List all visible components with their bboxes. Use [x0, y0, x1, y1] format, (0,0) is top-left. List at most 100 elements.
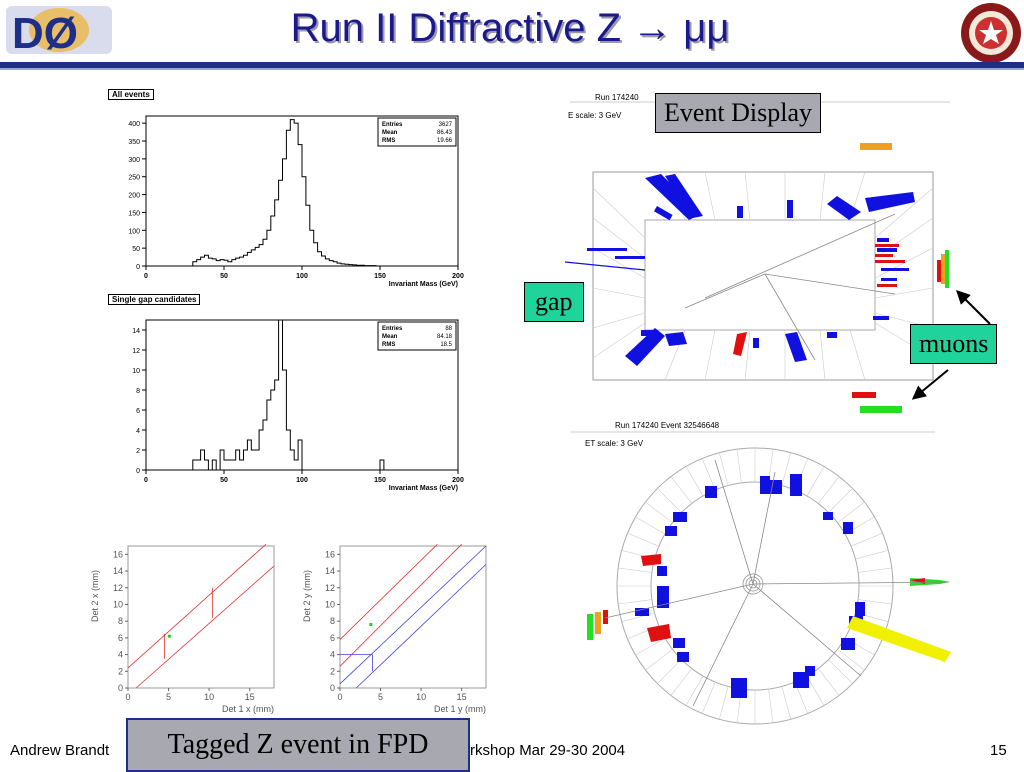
university-seal-icon: [961, 3, 1021, 63]
muon-red-chamber: [852, 392, 876, 398]
y-tick-label: 16: [113, 549, 123, 559]
inner-tracker-box: [644, 219, 876, 331]
fpd-boundary: [355, 564, 487, 689]
end-view-display: Run 174240 Event 32546648 ET scale: 3 Ge…: [570, 421, 951, 725]
stats-value: 86.43: [437, 130, 453, 136]
x-tick-label: 0: [144, 273, 148, 280]
yellow-track: [847, 616, 951, 662]
side-escale-text: E scale: 3 GeV: [568, 111, 622, 120]
fpd-boundary: [339, 544, 462, 667]
fpd-boundary: [339, 544, 438, 640]
stats-box: [377, 117, 457, 147]
y-tick-label: 2: [118, 666, 123, 676]
side-calorimeter-hits: [587, 174, 915, 366]
y-tick-label: 0: [330, 683, 335, 693]
y-tick-label: 8: [136, 388, 140, 395]
x-axis-label: Invariant Mass (GeV): [389, 485, 458, 492]
y-tick-label: 4: [330, 650, 335, 660]
y-tick-label: 14: [113, 566, 123, 576]
y-tick-label: 8: [330, 616, 335, 626]
y-tick-label: 10: [132, 368, 140, 375]
tower-divider: [618, 599, 652, 605]
x-tick-label: 15: [245, 692, 255, 702]
x-tick-label: 150: [374, 477, 386, 484]
y-tick-label: 6: [118, 633, 123, 643]
y-tick-label: 2: [136, 448, 140, 455]
page-number: 15: [990, 742, 1007, 759]
y-tick-label: 16: [325, 549, 335, 559]
calorimeter-outline: [592, 171, 934, 381]
stats-key: Entries: [382, 326, 403, 332]
tower-divider: [828, 659, 853, 684]
y-tick-label: 0: [118, 683, 123, 693]
y-tick-label: 4: [118, 650, 123, 660]
histogram-line: [192, 119, 388, 267]
stats-value: 88: [445, 326, 452, 332]
y-tick-label: 12: [113, 583, 123, 593]
end-view-blue-hits: [635, 474, 865, 698]
tower-divider: [806, 466, 825, 497]
hist-all-tag: All events: [108, 89, 154, 100]
end-run-text: Run 174240 Event 32546648: [615, 421, 720, 430]
x-axis-label: Det 1 y (mm): [434, 704, 486, 714]
fpd-hit-point: [369, 623, 373, 627]
tower-divider: [685, 466, 704, 497]
stats-key: Entries: [382, 122, 403, 128]
tower-divider: [818, 476, 840, 504]
x-axis-label: Invariant Mass (GeV): [389, 281, 458, 288]
stats-key: RMS: [382, 342, 395, 348]
x-tick-label: 100: [296, 273, 308, 280]
stats-key: RMS: [382, 138, 395, 144]
fpd-y-plot: 0 2 4 6 8 10 12 14 16 0 5 10 15 Det 1 y (mm) Det 2 y (…: [302, 544, 487, 714]
x-tick-label: 10: [204, 692, 214, 702]
end-etscale-text: ET scale: 3 GeV: [585, 439, 644, 448]
side-energy-scale-bar: [860, 143, 892, 150]
side-muon-chambers: [937, 250, 949, 288]
y-tick-label: 12: [325, 583, 335, 593]
tower-divider: [850, 532, 883, 547]
footer-event: rkshop Mar 29-30 2004: [470, 742, 626, 759]
tower-divider: [768, 689, 774, 723]
x-tick-label: 0: [337, 692, 342, 702]
muons-callout: muons: [910, 324, 998, 364]
tower-divider: [858, 599, 892, 605]
y-tick-label: 250: [128, 175, 140, 182]
y-tick-label: 300: [128, 157, 140, 164]
stats-value: 19.66: [437, 138, 453, 144]
y-axis-label: Det 2 y (mm): [302, 570, 312, 622]
fpd-frame: [127, 545, 275, 689]
fpd-hit-point: [167, 634, 171, 638]
x-tick-label: 50: [220, 477, 228, 484]
y-tick-label: 200: [128, 193, 140, 200]
event-display-callout: Event Display: [655, 93, 822, 133]
tower-divider: [645, 649, 673, 671]
tower-divider: [670, 476, 692, 504]
y-tick-label: 400: [128, 121, 140, 128]
tower-divider: [837, 649, 865, 671]
fpd-boundary: [339, 545, 487, 685]
tower-divider: [781, 452, 792, 486]
y-tick-label: 150: [128, 210, 140, 217]
fpd-x-plot: 0 2 4 6 8 10 12 14 16 0 5 10 15 Det 1 x (mm) Det 2 x (…: [90, 544, 275, 714]
muon-green-chamber: [860, 406, 902, 413]
y-tick-label: 10: [113, 599, 123, 609]
d0-logo-text: DØ: [12, 9, 78, 56]
header-rule: [0, 62, 1024, 68]
y-tick-label: 0: [136, 468, 140, 475]
y-tick-label: 50: [132, 246, 140, 253]
tower-divider: [855, 549, 889, 560]
tower-divider: [781, 686, 792, 720]
tower-divider: [618, 567, 652, 573]
x-tick-label: 100: [296, 477, 308, 484]
tower-divider: [657, 488, 682, 513]
x-axis-label: Det 1 x (mm): [222, 704, 274, 714]
stats-value: 18.5: [440, 342, 452, 348]
x-tick-label: 5: [166, 692, 171, 702]
tower-divider: [701, 681, 716, 714]
tower-divider: [718, 686, 729, 720]
y-tick-label: 14: [132, 328, 140, 335]
end-view-tracks: [604, 459, 950, 707]
fpd-frame: [339, 545, 487, 689]
y-tick-label: 0: [136, 264, 140, 271]
